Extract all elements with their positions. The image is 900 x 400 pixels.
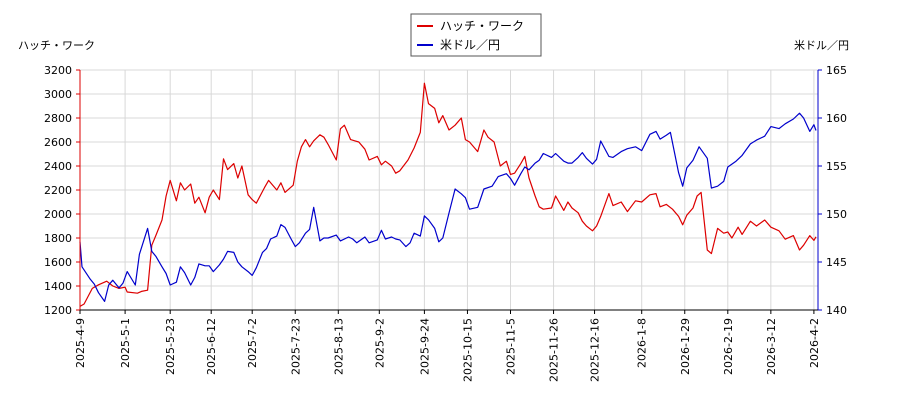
x-tick-label: 2025-5-1: [119, 318, 132, 368]
left-tick-label: 1400: [44, 280, 72, 293]
right-tick-label: 155: [826, 160, 847, 173]
left-axis-ticks: 1200 1400 1600 1800 2000 2200 2400 2600 2800 3000…: [44, 64, 80, 317]
right-axis-ticks: 140 145 150 155 160 165: [818, 64, 847, 317]
x-tick-label: 2025-4-9: [74, 318, 87, 368]
right-tick-label: 165: [826, 64, 847, 77]
left-axis-label: ハッチ・ワーク: [18, 39, 95, 52]
x-tick-label: 2025-9-2: [373, 318, 386, 368]
left-tick-label: 2400: [44, 160, 72, 173]
right-axis-label: 米ドル／円: [794, 39, 849, 52]
x-tick-label: 2025-6-12: [205, 318, 218, 375]
x-tick-label: 2025-11-26: [548, 318, 561, 382]
x-tick-label: 2025-7-23: [289, 318, 302, 375]
series-line-0: [79, 82, 817, 307]
series-line-1: [79, 112, 817, 302]
x-axis-ticks: 2025-4-9 2025-5-1 2025-5-23 2025-6-12 2025-7…: [74, 310, 821, 382]
left-tick-label: 2600: [44, 136, 72, 149]
left-tick-label: 2200: [44, 184, 72, 197]
left-tick-label: 3200: [44, 64, 72, 77]
legend: ハッチ・ワーク 米ドル／円: [410, 13, 542, 57]
left-tick-label: 1600: [44, 256, 72, 269]
left-tick-label: 1800: [44, 232, 72, 245]
x-tick-label: 2026-3-12: [765, 318, 778, 375]
x-tick-label: 2026-1-8: [636, 318, 649, 368]
x-tick-label: 2025-8-13: [332, 318, 345, 375]
x-tick-label: 2025-7-2: [246, 318, 259, 368]
x-tick-label: 2025-9-24: [418, 318, 431, 375]
series-lines: [79, 82, 817, 307]
x-tick-label: 2026-4-2: [808, 318, 821, 368]
right-tick-label: 150: [826, 208, 847, 221]
x-tick-label: 2026-1-29: [679, 318, 692, 375]
x-tick-label: 2025-5-23: [164, 318, 177, 375]
legend-label-hatch: ハッチ・ワーク: [440, 19, 524, 33]
left-tick-label: 1200: [44, 304, 72, 317]
right-tick-label: 145: [826, 256, 847, 269]
legend-box: [410, 13, 542, 57]
left-tick-label: 2800: [44, 112, 72, 125]
x-tick-label: 2025-11-5: [505, 318, 518, 375]
right-tick-label: 140: [826, 304, 847, 317]
left-tick-label: 3000: [44, 88, 72, 101]
legend-label-usdjpy: 米ドル／円: [440, 38, 500, 52]
x-tick-label: 2026-2-19: [722, 318, 735, 375]
left-tick-label: 2000: [44, 208, 72, 221]
x-tick-label: 2025-10-15: [461, 318, 474, 382]
right-tick-label: 160: [826, 112, 847, 125]
x-tick-label: 2025-12-16: [589, 318, 602, 382]
